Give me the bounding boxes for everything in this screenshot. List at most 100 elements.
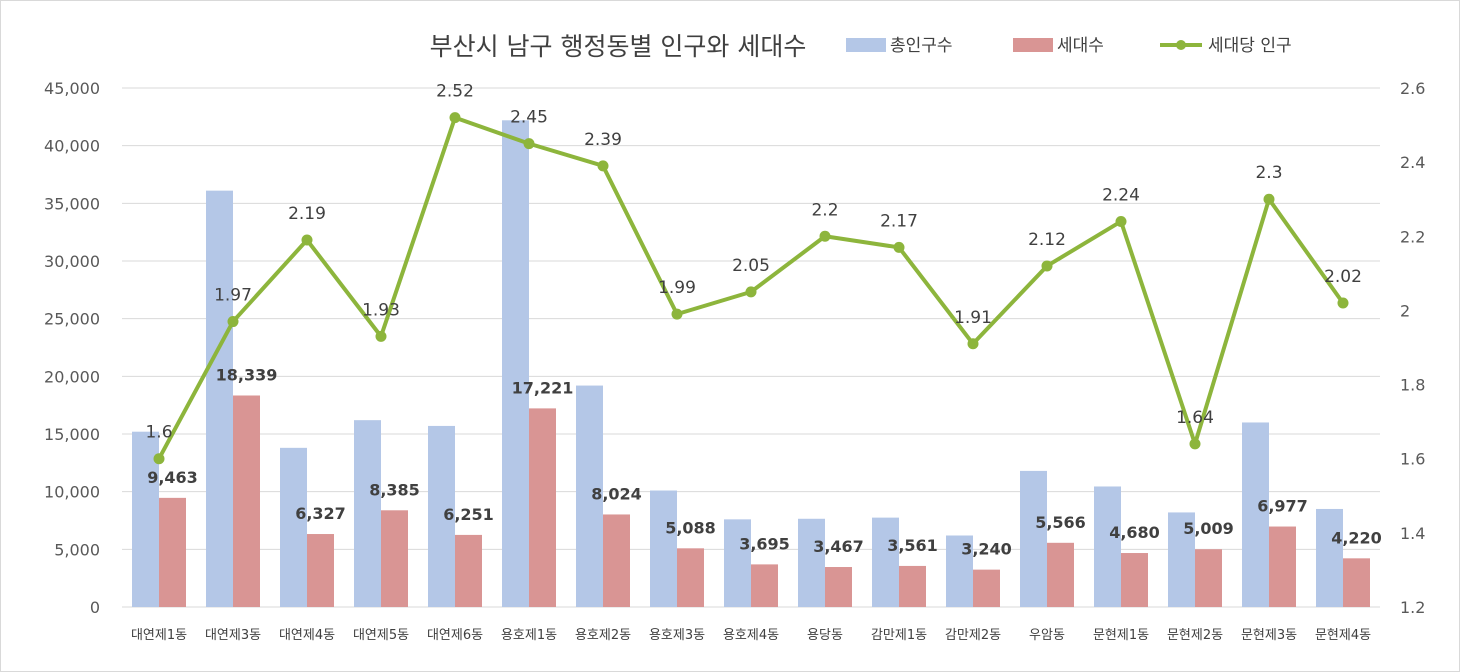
households-data-label: 6,251 [443,505,494,524]
households-data-label: 17,221 [512,378,574,397]
per-household-point [1263,193,1275,205]
data-labels: 9,463 18,339 6,327 8,385 6,251 17,221 8,024 5,0… [145,82,1381,559]
y-tick-label: 40,000 [44,137,100,156]
x-tick-label: 대연제1동 [131,628,187,643]
bar-population [1242,422,1269,607]
x-tick-label: 문현제4동 [1315,628,1371,643]
per-household-point [1041,260,1053,272]
y2-tick-label: 2.2 [1400,227,1425,246]
per-household-point [1115,215,1127,227]
bar-households [233,395,260,607]
households-data-label: 5,566 [1035,513,1086,532]
y2-tick-label: 1.4 [1400,524,1425,543]
per-household-data-label: 2.02 [1324,267,1362,287]
x-tick-label: 용호제2동 [575,628,631,643]
y-tick-label: 5,000 [54,540,100,559]
per-household-data-label: 2.2 [811,200,838,220]
households-data-label: 3,695 [739,534,790,553]
legend-swatch-population [846,38,886,52]
per-household-point [1337,297,1349,309]
per-household-data-label: 1.6 [145,423,172,443]
bar-households [1047,542,1074,607]
per-household-point [1189,438,1201,450]
x-tick-label: 용호제3동 [649,628,705,643]
bar-households [899,565,926,607]
bar-households [825,567,852,607]
legend-label-households: 세대수 [1057,36,1104,56]
per-household-point [671,308,683,320]
legend-swatch-households [1013,38,1053,52]
per-household-point [893,241,905,253]
bar-population [206,190,233,607]
y2-tick-label: 2 [1400,301,1410,320]
per-household-point [597,160,609,172]
bar-population [502,120,529,607]
right-axis: 1.2 1.4 1.6 1.8 2 2.2 2.4 2.6 [1400,79,1425,617]
x-tick-label: 문현제3동 [1241,628,1297,643]
per-household-data-label: 2.39 [584,130,622,150]
x-tick-label: 용호제1동 [501,628,557,643]
per-household-data-label: 2.24 [1102,185,1140,205]
x-axis-categories: 대연제1동 대연제3동 대연제4동 대연제5동 대연제6동 용호제1동 용호제2동 용호제3동… [131,628,1371,643]
bar-households [751,564,778,607]
households-data-label: 5,009 [1183,519,1234,538]
per-household-point [375,330,387,342]
x-tick-label: 대연제3동 [205,628,261,643]
bar-households [973,569,1000,607]
x-tick-label: 감만제1동 [871,628,927,643]
per-household-point [301,234,313,246]
per-household-point [523,138,535,150]
per-household-data-label: 1.93 [362,300,400,320]
bar-population [872,517,899,607]
households-data-label: 3,467 [813,537,864,556]
y-tick-label: 20,000 [44,367,100,386]
households-data-label: 4,220 [1331,528,1382,547]
per-household-data-label: 1.91 [954,308,992,328]
bar-households [1121,553,1148,607]
per-household-point [153,453,165,465]
per-household-data-label: 1.64 [1176,408,1214,428]
per-household-data-label: 2.12 [1028,230,1066,250]
per-household-data-label: 1.97 [214,286,252,306]
bar-households [1195,549,1222,607]
bar-population [946,535,973,607]
left-axis: 0 5,000 10,000 15,000 20,000 25,000 30,000 35,0… [44,79,100,617]
per-household-point [227,316,239,328]
households-data-label: 3,240 [961,540,1012,559]
bar-population [1316,508,1343,607]
legend: 총인구수 세대수 세대당 인구 [846,36,1292,56]
y2-tick-label: 1.8 [1400,376,1425,395]
per-household-point [449,112,461,124]
per-household-point [745,286,757,298]
per-household-line [153,112,1349,465]
y2-tick-label: 2.6 [1400,79,1425,98]
households-data-label: 6,977 [1257,497,1308,516]
per-household-data-label: 2.52 [436,82,474,102]
bar-population [280,447,307,607]
per-household-data-label: 2.45 [510,108,548,128]
bar-population [1094,486,1121,607]
per-household-data-label: 1.99 [658,278,696,298]
y-tick-label: 45,000 [44,79,100,98]
x-tick-label: 대연제5동 [353,628,409,643]
households-data-label: 18,339 [216,365,278,384]
bar-households [1343,558,1370,607]
bar-households [529,408,556,607]
bar-population [1020,470,1047,607]
households-data-label: 5,088 [665,518,716,537]
legend-label-per-household: 세대당 인구 [1208,36,1292,56]
bar-population [650,490,677,607]
bar-population [724,519,751,607]
x-tick-label: 용당동 [807,628,843,643]
per-household-data-label: 2.3 [1255,163,1282,183]
bar-households [381,510,408,607]
chart-title: 부산시 남구 행정동별 인구와 세대수 [430,32,807,61]
per-household-data-label: 2.17 [880,211,918,231]
bar-households [677,548,704,607]
per-household-data-label: 2.19 [288,204,326,224]
households-data-label: 3,561 [887,536,938,555]
y2-tick-label: 2.4 [1400,153,1425,172]
y2-tick-label: 1.2 [1400,598,1425,617]
per-household-point [967,338,979,350]
